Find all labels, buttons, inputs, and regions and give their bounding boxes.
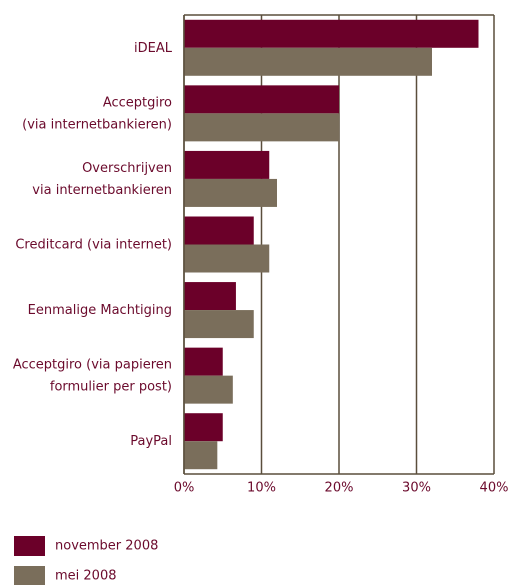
y-tick-label-line: Eenmalige Machtiging xyxy=(28,303,172,318)
x-tick-label: 10% xyxy=(247,481,276,496)
bar xyxy=(184,347,223,376)
y-tick-label: PayPal xyxy=(130,434,172,449)
y-tick-label: Acceptgiro (via papieren formulier per po… xyxy=(13,357,172,394)
bar xyxy=(184,375,233,404)
y-tick-label-line: Acceptgiro xyxy=(103,95,172,110)
bar xyxy=(184,216,254,245)
bar xyxy=(184,85,339,114)
y-tick-label-line: iDEAL xyxy=(134,40,173,55)
bar xyxy=(184,413,223,442)
y-tick-label-line: Overschrijven xyxy=(82,160,172,175)
y-tick-label-line: Creditcard (via internet) xyxy=(15,237,172,252)
y-tick-label: Creditcard (via internet) xyxy=(15,237,172,252)
bar xyxy=(184,244,270,273)
legend-label: mei 2008 xyxy=(55,569,117,584)
x-tick-label: 40% xyxy=(480,481,509,496)
y-tick-label-line: Acceptgiro (via papieren xyxy=(13,357,172,372)
bar xyxy=(184,47,432,76)
y-tick-label: Eenmalige Machtiging xyxy=(28,303,172,318)
legend-swatch xyxy=(14,536,45,556)
bar xyxy=(184,19,479,48)
bar xyxy=(184,441,218,470)
x-tick-label: 30% xyxy=(402,481,431,496)
y-tick-label: Acceptgiro (via internetbankieren) xyxy=(22,95,172,132)
y-tick-label-line: formulier per post) xyxy=(50,379,172,394)
y-tick-label: Overschrijven via internetbankieren xyxy=(32,160,172,197)
bar xyxy=(184,150,270,179)
y-tick-label: iDEAL xyxy=(134,40,173,55)
bar xyxy=(184,113,339,142)
y-tick-label-line: PayPal xyxy=(130,434,172,449)
legend-swatch xyxy=(14,566,45,585)
bar xyxy=(184,282,236,311)
bar xyxy=(184,310,254,339)
bar xyxy=(184,178,277,207)
y-tick-label-line: via internetbankieren xyxy=(32,182,172,197)
x-tick-label: 0% xyxy=(174,481,195,496)
y-tick-label-line: (via internetbankieren) xyxy=(22,117,172,132)
legend-label: november 2008 xyxy=(55,539,158,554)
x-tick-label: 20% xyxy=(325,481,354,496)
